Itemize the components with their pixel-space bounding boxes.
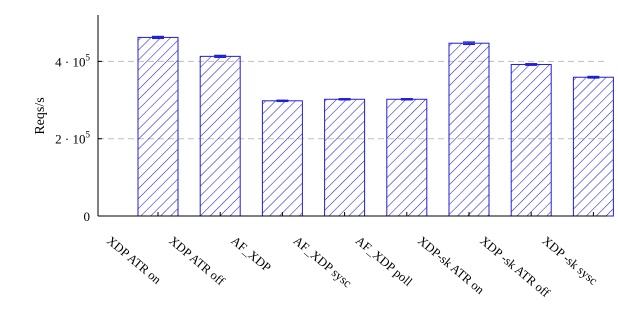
bar bbox=[510, 63, 552, 217]
y-tick-exponent: 5 bbox=[86, 52, 91, 62]
x-tick-labels: XDP ATR on XDP ATR off AF_XDP AF_XDP syscAF… bbox=[104, 212, 601, 300]
bar bbox=[572, 76, 614, 217]
y-tick-mantissa: 2 · 10 bbox=[55, 132, 85, 147]
x-tick-label: XDP-sk ATR on bbox=[415, 234, 487, 298]
y-tick-exponent: 5 bbox=[86, 130, 91, 140]
bar bbox=[199, 55, 241, 217]
bar bbox=[137, 36, 179, 217]
axes bbox=[97, 15, 607, 217]
x-tick-label: XDP ATR on bbox=[104, 234, 164, 288]
x-tick-label: AF_XDP sysc bbox=[291, 234, 355, 291]
bar bbox=[448, 42, 490, 217]
y-tick-label: 4 · 105 bbox=[55, 52, 90, 69]
bar bbox=[324, 98, 366, 217]
x-tick-label: AF_XDP bbox=[228, 234, 273, 275]
y-tick-mantissa: 4 · 10 bbox=[55, 54, 85, 69]
bar bbox=[261, 100, 303, 217]
y-tick-mantissa: 0 bbox=[84, 209, 91, 224]
bar bbox=[386, 98, 428, 217]
bars bbox=[137, 35, 614, 217]
y-tick-label: 0 bbox=[84, 209, 91, 224]
x-tick-label: XDP ATR off bbox=[166, 234, 228, 289]
y-tick-label: 2 · 105 bbox=[55, 130, 90, 147]
y-axis-label: Reqs/s bbox=[33, 97, 48, 134]
x-tick-label: AF_XDP poll bbox=[353, 234, 416, 290]
x-tick-label: XDP -sk sysc bbox=[539, 234, 600, 288]
